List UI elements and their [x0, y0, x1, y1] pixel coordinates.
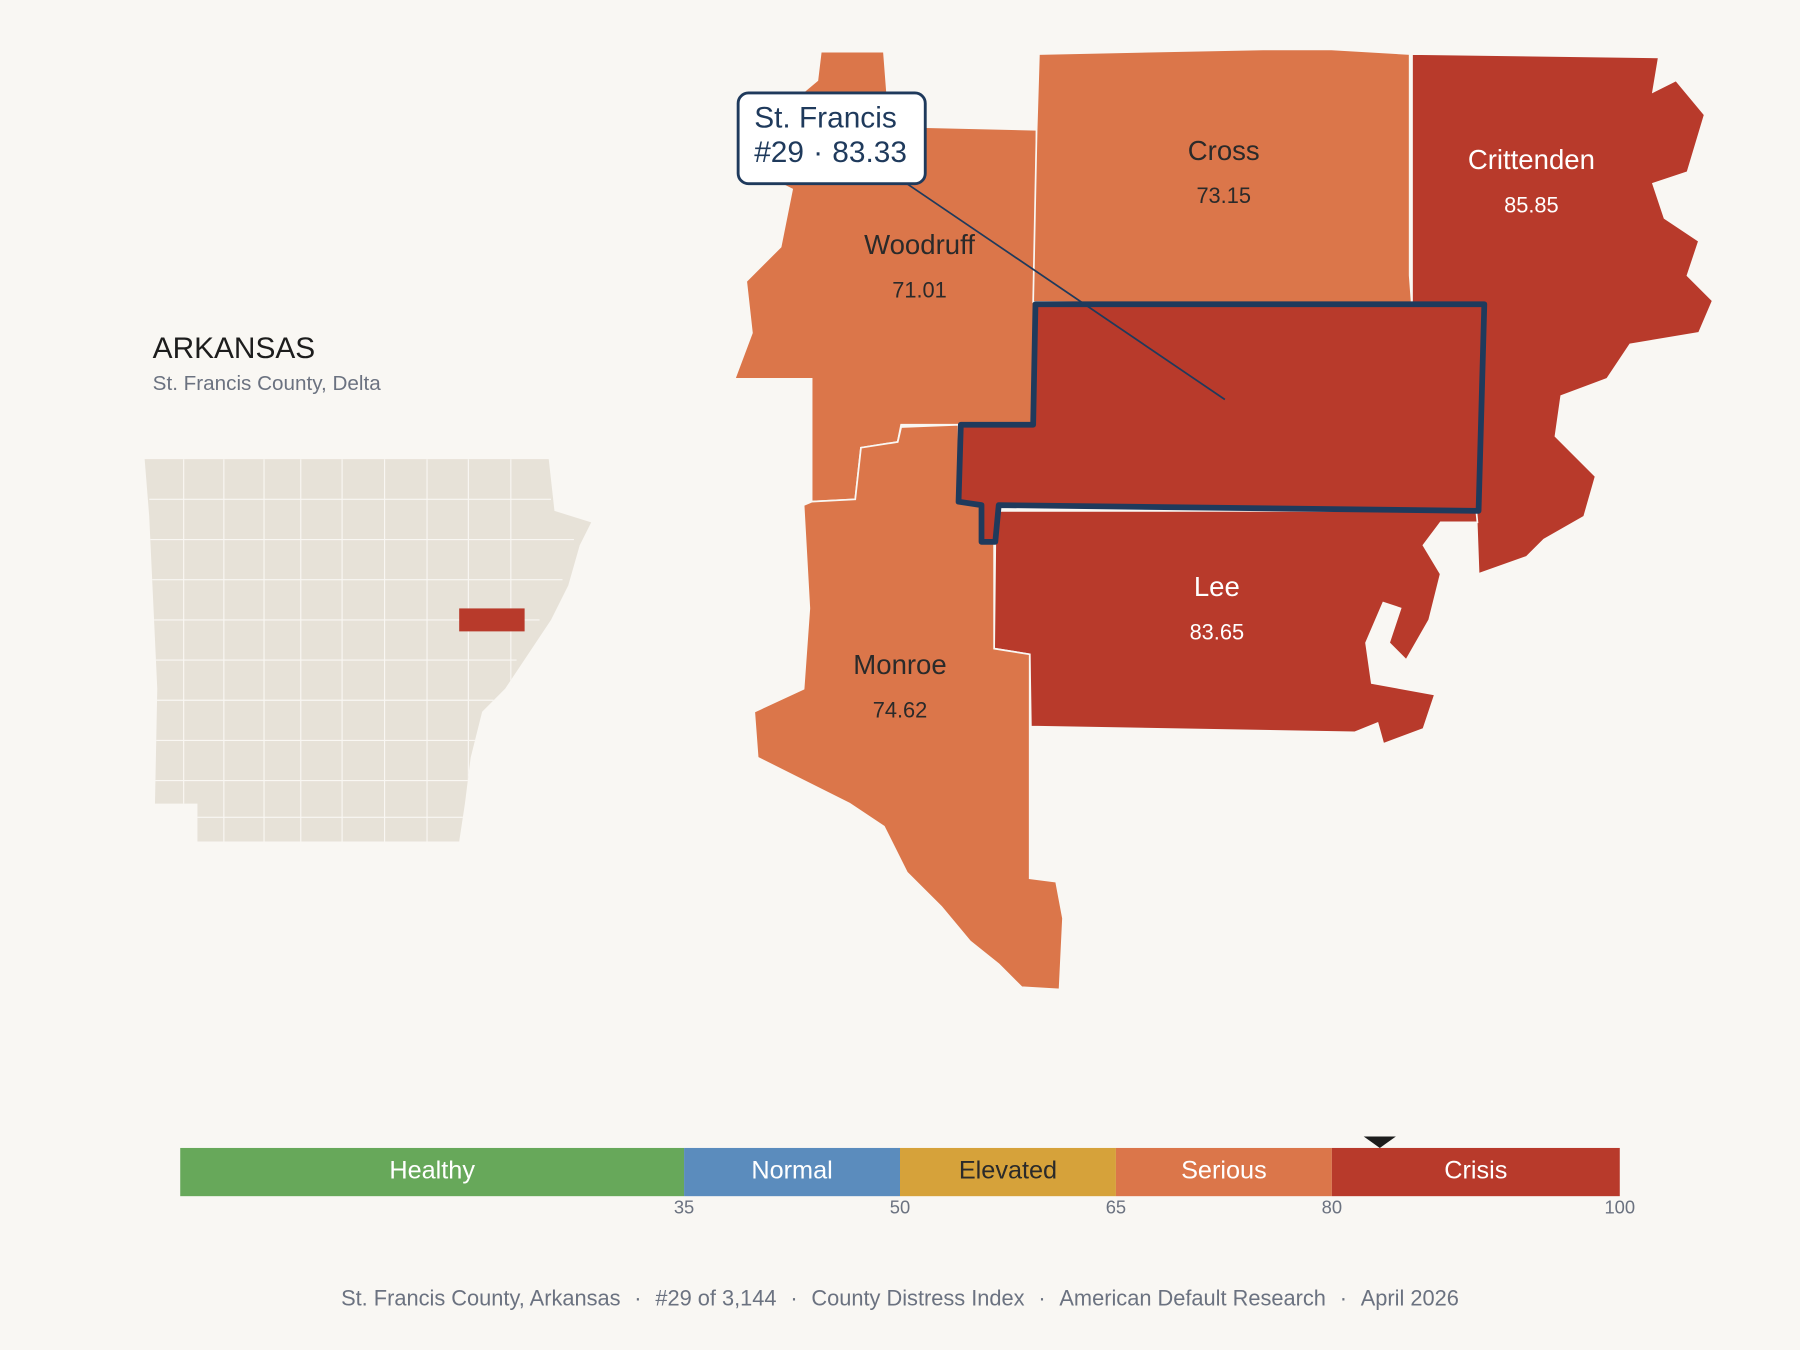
scale-band	[684, 1147, 900, 1197]
scale-marker	[1363, 1136, 1396, 1148]
highlight-county[interactable]	[955, 301, 1488, 545]
band-label: Healthy	[389, 1157, 475, 1185]
band-label: Elevated	[959, 1157, 1057, 1185]
state-subtitle: St. Francis County, Delta	[153, 372, 382, 395]
callout-box	[736, 91, 927, 186]
footer-item: American Default Research	[1059, 1285, 1326, 1310]
footer-item: St. Francis County, Arkansas	[341, 1285, 621, 1310]
callout: St. Francis #29 · 83.33	[736, 91, 1226, 401]
callout-part: ·	[813, 136, 823, 169]
counties	[733, 48, 1714, 991]
inset-county-lines	[149, 459, 574, 842]
scale-band	[900, 1147, 1116, 1197]
band-label: Normal	[751, 1157, 832, 1185]
county-labels: Woodruff 71.01 Cross 73.15 Crittenden 85…	[853, 135, 1595, 723]
state-inset	[144, 459, 592, 842]
county-name: Woodruff	[864, 229, 975, 260]
scale-tick-label: 50	[890, 1197, 910, 1218]
callout-stats: #29 · 83.33	[754, 136, 907, 169]
state-title: ARKANSAS	[153, 332, 315, 365]
callout-leader	[906, 182, 1226, 401]
scale-tick-label: 35	[674, 1197, 694, 1218]
footer-item: #29 of 3,144	[655, 1285, 776, 1310]
footer-separator: ·	[634, 1285, 641, 1310]
callout-part: #29	[754, 136, 804, 169]
scale-band	[1331, 1147, 1620, 1197]
footer-item: April 2026	[1361, 1285, 1459, 1310]
scale-tick-label: 65	[1106, 1197, 1126, 1218]
footer-item: County Distress Index	[811, 1285, 1024, 1310]
county-name: Lee	[1194, 571, 1240, 602]
county[interactable]	[1032, 48, 1413, 308]
callout-name: St. Francis	[754, 101, 897, 134]
footer: St. Francis County, Arkansas · #29 of 3,14…	[341, 1285, 1459, 1310]
county-name: Cross	[1188, 135, 1260, 166]
band-label: Crisis	[1444, 1157, 1507, 1185]
footer-separator: ·	[790, 1285, 797, 1310]
county-name: Monroe	[853, 649, 946, 680]
scale-tick-label: 100	[1604, 1197, 1635, 1218]
scale-bar: Healthy Normal Elevated Serious Crisis 35 50 65…	[180, 1136, 1635, 1218]
county[interactable]	[1411, 53, 1714, 576]
state-shape	[144, 459, 592, 842]
footer-separator: ·	[1340, 1285, 1347, 1310]
footer-separator: ·	[1038, 1285, 1045, 1310]
band-label: Serious	[1181, 1157, 1267, 1185]
scale-band	[1115, 1147, 1332, 1197]
county-name: Crittenden	[1468, 144, 1595, 175]
county-value: 83.65	[1190, 619, 1245, 644]
county-value: 73.15	[1196, 183, 1251, 208]
scale-band	[180, 1147, 685, 1197]
scale-tick-label: 80	[1322, 1197, 1342, 1218]
inset-highlight	[459, 608, 525, 632]
county-value: 71.01	[892, 277, 947, 302]
county-value: 85.85	[1504, 192, 1559, 217]
county-value: 74.62	[873, 698, 928, 723]
callout-part: 83.33	[832, 136, 907, 169]
